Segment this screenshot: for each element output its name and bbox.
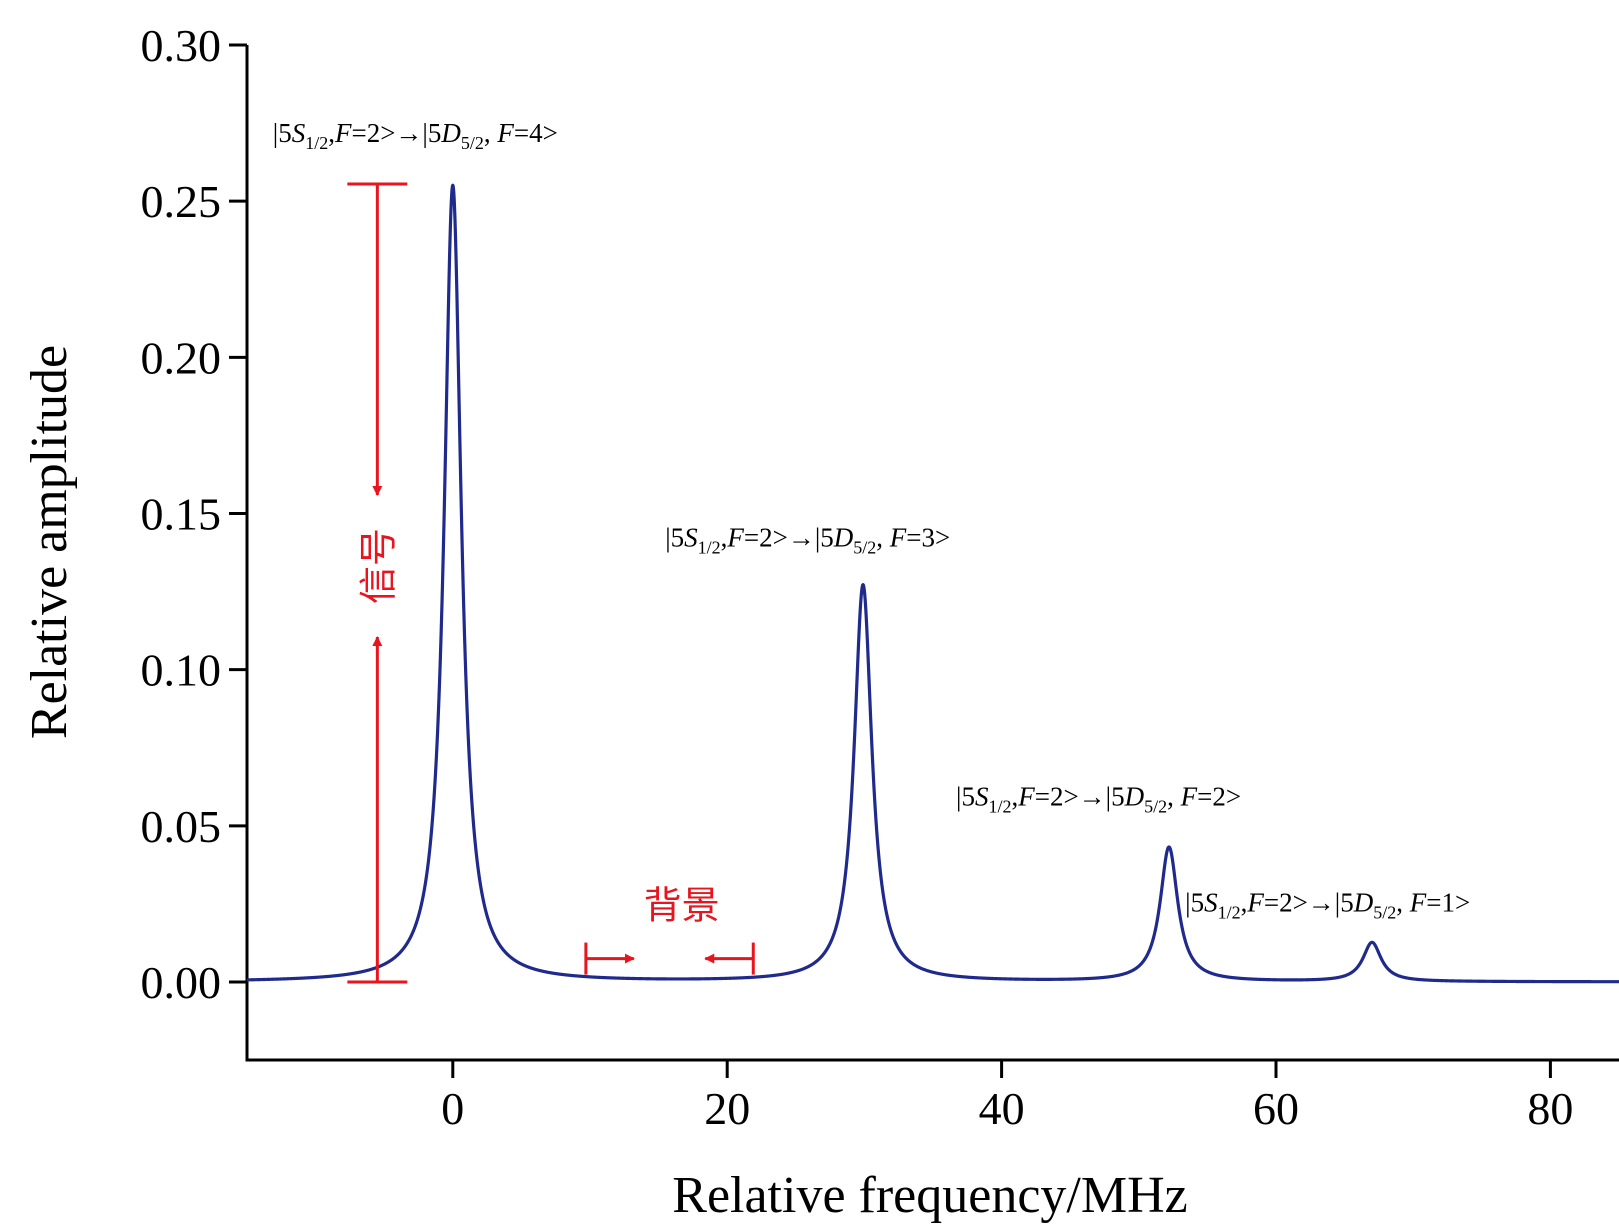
x-tick-label: 60 [1253,1083,1299,1134]
x-tick-label: 40 [979,1083,1025,1134]
y-tick-label: 0.30 [141,20,222,71]
y-axis-title: Relative amplitude [21,345,78,739]
y-tick-label: 0.25 [141,176,222,227]
plot-area [245,183,1619,984]
peak-label: |5S1/2,F=2>→|5D5/2, F=3> [665,522,950,557]
y-tick-label: 0.00 [141,957,222,1008]
x-tick-label: 0 [441,1083,464,1134]
axes: 0.00 0.05 0.10 0.15 0.20 0.25 0.30 0 20 40 60 80 [141,20,1619,1134]
y-tick-label: 0.20 [141,332,222,383]
peak-label: |5S1/2,F=2>→|5D5/2, F=4> [273,118,558,153]
signal-label: 信号 [356,528,400,604]
x-tick-label: 80 [1527,1083,1573,1134]
y-tick-label: 0.10 [141,645,222,696]
peak-label: |5S1/2,F=2>→|5D5/2, F=1> [1185,888,1470,923]
y-tick-label: 0.05 [141,801,222,852]
background-label: 背景 [644,884,720,928]
annotations: |5S1/2,F=2>→|5D5/2, F=4> |5S1/2,F=2>→|5D5… [273,118,1470,984]
y-tick-label: 0.15 [141,489,222,540]
series-line [245,183,1619,984]
x-axis-title: Relative frequency/MHz [672,1167,1187,1224]
x-tick-label: 20 [704,1083,750,1134]
peak-label: |5S1/2,F=2>→|5D5/2, F=2> [956,782,1241,817]
